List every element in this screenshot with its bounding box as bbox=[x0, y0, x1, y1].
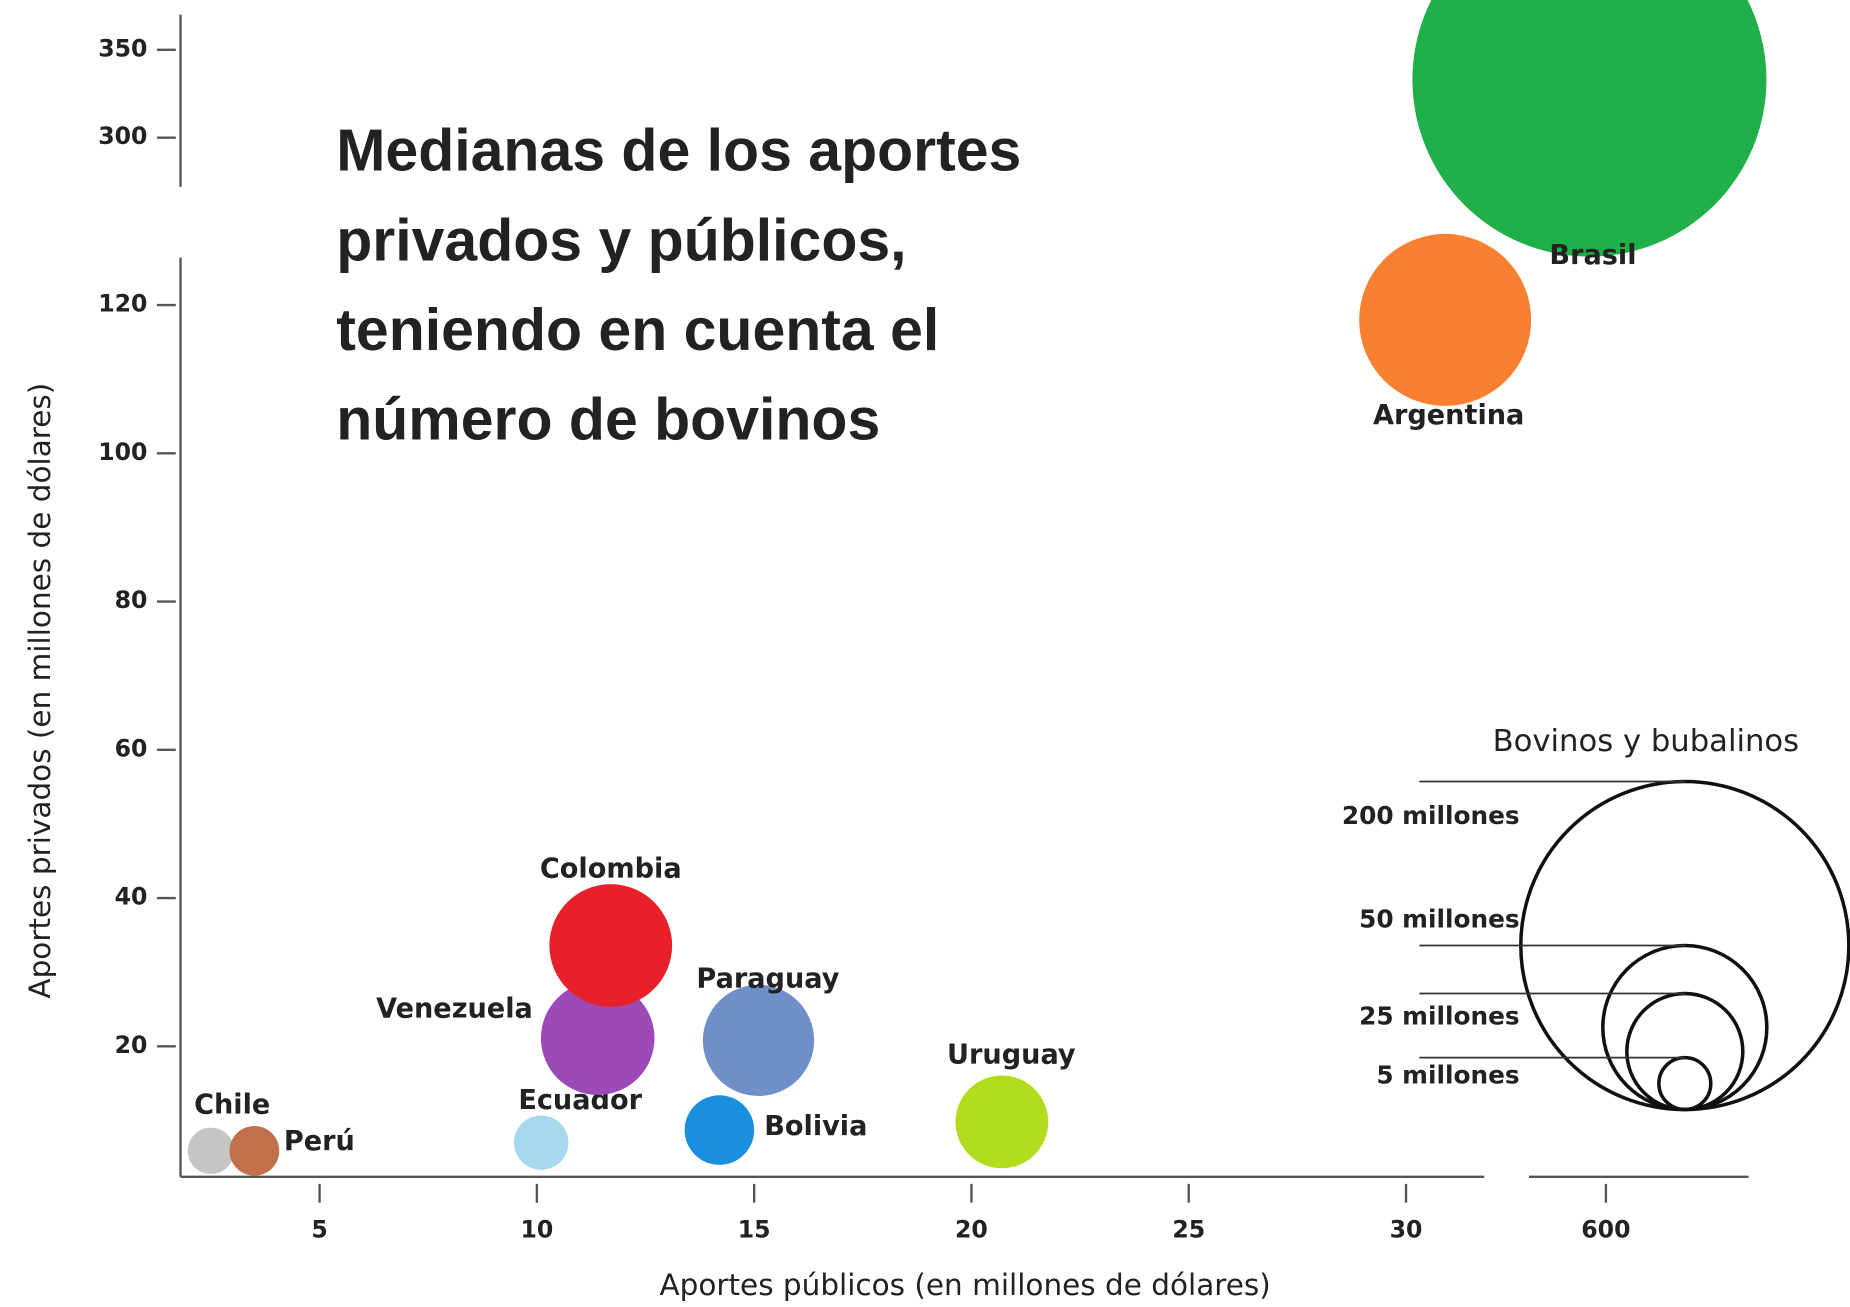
bubble-label: Perú bbox=[284, 1126, 355, 1157]
bubble-label: Venezuela bbox=[376, 993, 533, 1024]
legend-label: 200 millones bbox=[1342, 801, 1520, 830]
x-tick-label: 600 bbox=[1581, 1216, 1630, 1244]
y-tick-label: 20 bbox=[115, 1031, 148, 1059]
x-tick-label: 25 bbox=[1172, 1216, 1205, 1244]
x-axis-label: Aportes públicos (en millones de dólares… bbox=[659, 1268, 1270, 1302]
x-tick-label: 10 bbox=[520, 1216, 553, 1244]
legend-label: 50 millones bbox=[1359, 905, 1520, 934]
bubble bbox=[955, 1075, 1049, 1169]
bubble bbox=[1412, 0, 1767, 257]
legend-circle bbox=[1657, 1055, 1713, 1112]
bubble bbox=[549, 884, 673, 1007]
x-tick-label: 5 bbox=[311, 1216, 327, 1244]
y-tick-label: 60 bbox=[115, 734, 148, 762]
chart-title: Medianas de los aportes bbox=[336, 118, 1021, 184]
legend-label: 25 millones bbox=[1359, 1001, 1520, 1030]
y-tick-label: 40 bbox=[115, 883, 148, 911]
x-tick-label: 15 bbox=[738, 1216, 771, 1244]
x-tick-label: 20 bbox=[955, 1216, 988, 1244]
y-tick-label: 120 bbox=[98, 290, 147, 318]
bubble-label: Paraguay bbox=[696, 964, 839, 995]
bubble bbox=[514, 1115, 569, 1170]
y-axis-label: Aportes privados (en millones de dólares… bbox=[23, 383, 57, 999]
bubble-label: Chile bbox=[194, 1089, 270, 1120]
bubble bbox=[540, 981, 655, 1095]
legend-circle bbox=[1625, 991, 1745, 1112]
x-tick-label: 30 bbox=[1390, 1216, 1423, 1244]
bubble-label: Colombia bbox=[540, 853, 682, 884]
y-tick-label: 300 bbox=[98, 122, 147, 150]
bubble-label: Argentina bbox=[1373, 400, 1524, 431]
bubble-label: Uruguay bbox=[947, 1039, 1076, 1070]
bubble-label: Bolivia bbox=[764, 1111, 867, 1142]
y-tick-label: 80 bbox=[115, 586, 148, 614]
chart-title: teniendo en cuenta el bbox=[336, 297, 939, 363]
y-tick-label: 100 bbox=[98, 438, 147, 466]
bubble-label: Brasil bbox=[1549, 240, 1636, 271]
bubble bbox=[684, 1095, 755, 1165]
chart-title: número de bovinos bbox=[336, 387, 880, 453]
bubble bbox=[1359, 233, 1532, 406]
chart-title: privados y públicos, bbox=[336, 207, 906, 273]
legend-circle bbox=[1601, 943, 1769, 1112]
y-tick-label: 350 bbox=[98, 34, 147, 62]
bubble bbox=[229, 1125, 280, 1176]
legend-title: Bovinos y bubalinos bbox=[1493, 724, 1800, 759]
bubble bbox=[702, 984, 815, 1096]
bubble bbox=[187, 1127, 235, 1175]
legend-label: 5 millones bbox=[1376, 1060, 1519, 1089]
